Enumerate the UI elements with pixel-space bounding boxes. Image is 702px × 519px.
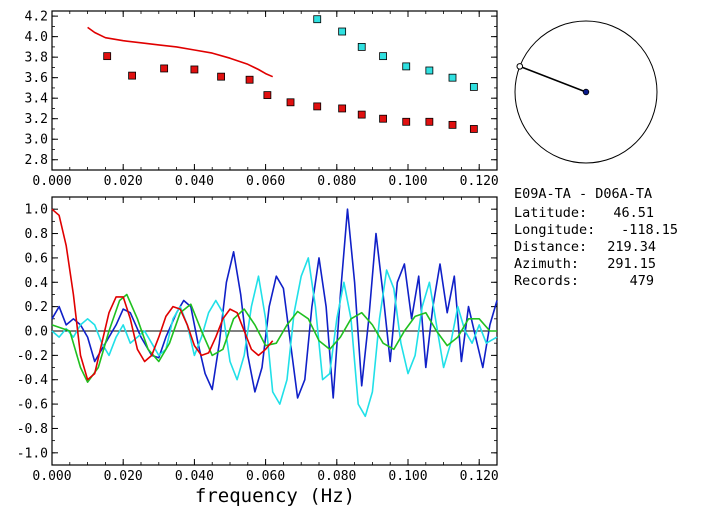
data-point-marker_red — [357, 110, 366, 119]
series-line-red — [51, 208, 274, 381]
azimuth-line — [519, 65, 587, 93]
latitude-value: 46.51 — [613, 205, 654, 221]
y-tick-label: 0.0 — [25, 325, 48, 340]
records-value: 479 — [630, 273, 654, 289]
x-tick-label: 0.080 — [317, 469, 356, 484]
y-tick-label: 1.0 — [25, 203, 48, 218]
spectrum-ticks: 0.000 0.020 0.040 0.060 0.080 0.100 0.120 1.0 0.… — [17, 196, 499, 484]
dispersion-ticks: 0.000 0.020 0.040 0.060 0.080 0.100 0.120 2.8 3.… — [25, 10, 499, 189]
data-point-marker_red — [160, 64, 169, 73]
x-tick-label: 0.080 — [317, 174, 356, 189]
longitude-label: Longitude: — [514, 222, 595, 238]
data-point-marker_red — [448, 120, 457, 129]
data-point-marker_cyan — [402, 62, 411, 71]
data-point-marker_cyan — [313, 15, 322, 24]
compass-circle — [514, 20, 658, 164]
spectrum-panel: 0.000 0.020 0.040 0.060 0.080 0.100 0.120 1.0 0.… — [17, 196, 499, 507]
y-tick-label: 0.4 — [25, 276, 49, 291]
x-tick-label: 0.040 — [175, 469, 214, 484]
y-tick-label: -1.0 — [17, 446, 48, 461]
data-point-marker_cyan — [469, 83, 478, 91]
y-tick-label: 4.2 — [25, 10, 48, 25]
azimuth-compass — [514, 20, 658, 164]
data-point-marker_cyan — [338, 27, 347, 36]
data-point-marker_cyan — [448, 73, 457, 82]
y-tick-label: 3.8 — [25, 51, 48, 66]
y-tick-label: -0.2 — [17, 349, 48, 364]
station-info: E09A-TA - D06A-TA Latitude: 46.51 Longit… — [514, 186, 678, 289]
y-tick-label: 3.2 — [25, 112, 48, 127]
y-tick-label: -0.6 — [17, 398, 48, 413]
x-tick-label: 0.100 — [388, 174, 427, 189]
x-tick-label: 0.020 — [104, 469, 143, 484]
spectrum-series — [51, 208, 498, 418]
x-tick-label: 0.100 — [388, 469, 427, 484]
data-point-marker_red — [245, 75, 254, 84]
y-tick-label: 0.8 — [25, 227, 48, 242]
azimuth-end-marker — [516, 63, 524, 70]
data-point-marker_red — [338, 104, 347, 113]
dispersion-plot-frame — [51, 10, 498, 171]
data-point-marker_red — [379, 114, 387, 123]
records-label: Records: — [514, 273, 579, 289]
distance-label: Distance: — [514, 239, 587, 255]
dispersion-series — [87, 15, 478, 133]
y-tick-label: 0.6 — [25, 251, 48, 266]
data-point-marker_red — [103, 52, 112, 61]
data-point-marker_cyan — [425, 66, 434, 75]
data-point-marker_red — [469, 125, 478, 133]
x-tick-label: 0.000 — [32, 469, 71, 484]
data-point-marker_red — [217, 72, 226, 81]
y-tick-label: -0.8 — [17, 422, 48, 437]
x-axis-title: frequency (Hz) — [195, 485, 355, 507]
x-tick-label: 0.060 — [246, 469, 285, 484]
station-pair-label: E09A-TA - D06A-TA — [514, 186, 652, 202]
data-point-marker_red — [313, 102, 322, 111]
azimuth-label: Azimuth: — [514, 256, 579, 272]
y-tick-label: 0.2 — [25, 300, 48, 315]
y-tick-label: 3.4 — [25, 92, 49, 107]
data-point-marker_red — [286, 98, 295, 107]
data-point-marker_red — [402, 117, 411, 126]
x-tick-label: 0.020 — [104, 174, 143, 189]
data-point-marker_red — [263, 91, 272, 100]
x-tick-label: 0.120 — [460, 174, 499, 189]
y-tick-label: -0.4 — [17, 373, 48, 388]
x-tick-label: 0.060 — [246, 174, 285, 189]
dispersion-panel: 0.000 0.020 0.040 0.060 0.080 0.100 0.120 2.8 3.… — [25, 10, 499, 189]
x-tick-label: 0.120 — [460, 469, 499, 484]
y-tick-label: 3.0 — [25, 133, 48, 148]
data-point-marker_red — [128, 71, 137, 80]
data-point-marker_cyan — [379, 52, 387, 61]
data-point-marker_red — [190, 65, 199, 74]
series-line-green — [51, 293, 497, 383]
x-tick-label: 0.040 — [175, 174, 214, 189]
series-line-red — [87, 26, 274, 78]
longitude-value: -118.15 — [621, 222, 678, 238]
series-line-dark_blue — [51, 208, 498, 399]
azimuth-value: 291.15 — [607, 256, 656, 272]
y-tick-label: 2.8 — [25, 153, 48, 168]
x-tick-label: 0.000 — [32, 174, 71, 189]
distance-value: 219.34 — [607, 239, 656, 255]
data-point-marker_red — [425, 117, 434, 126]
y-tick-label: 3.6 — [25, 71, 48, 86]
y-tick-label: 4.0 — [25, 30, 48, 45]
data-point-marker_cyan — [357, 43, 366, 51]
latitude-label: Latitude: — [514, 205, 587, 221]
series-line-cyan — [51, 257, 498, 418]
station-center-dot — [582, 88, 590, 96]
